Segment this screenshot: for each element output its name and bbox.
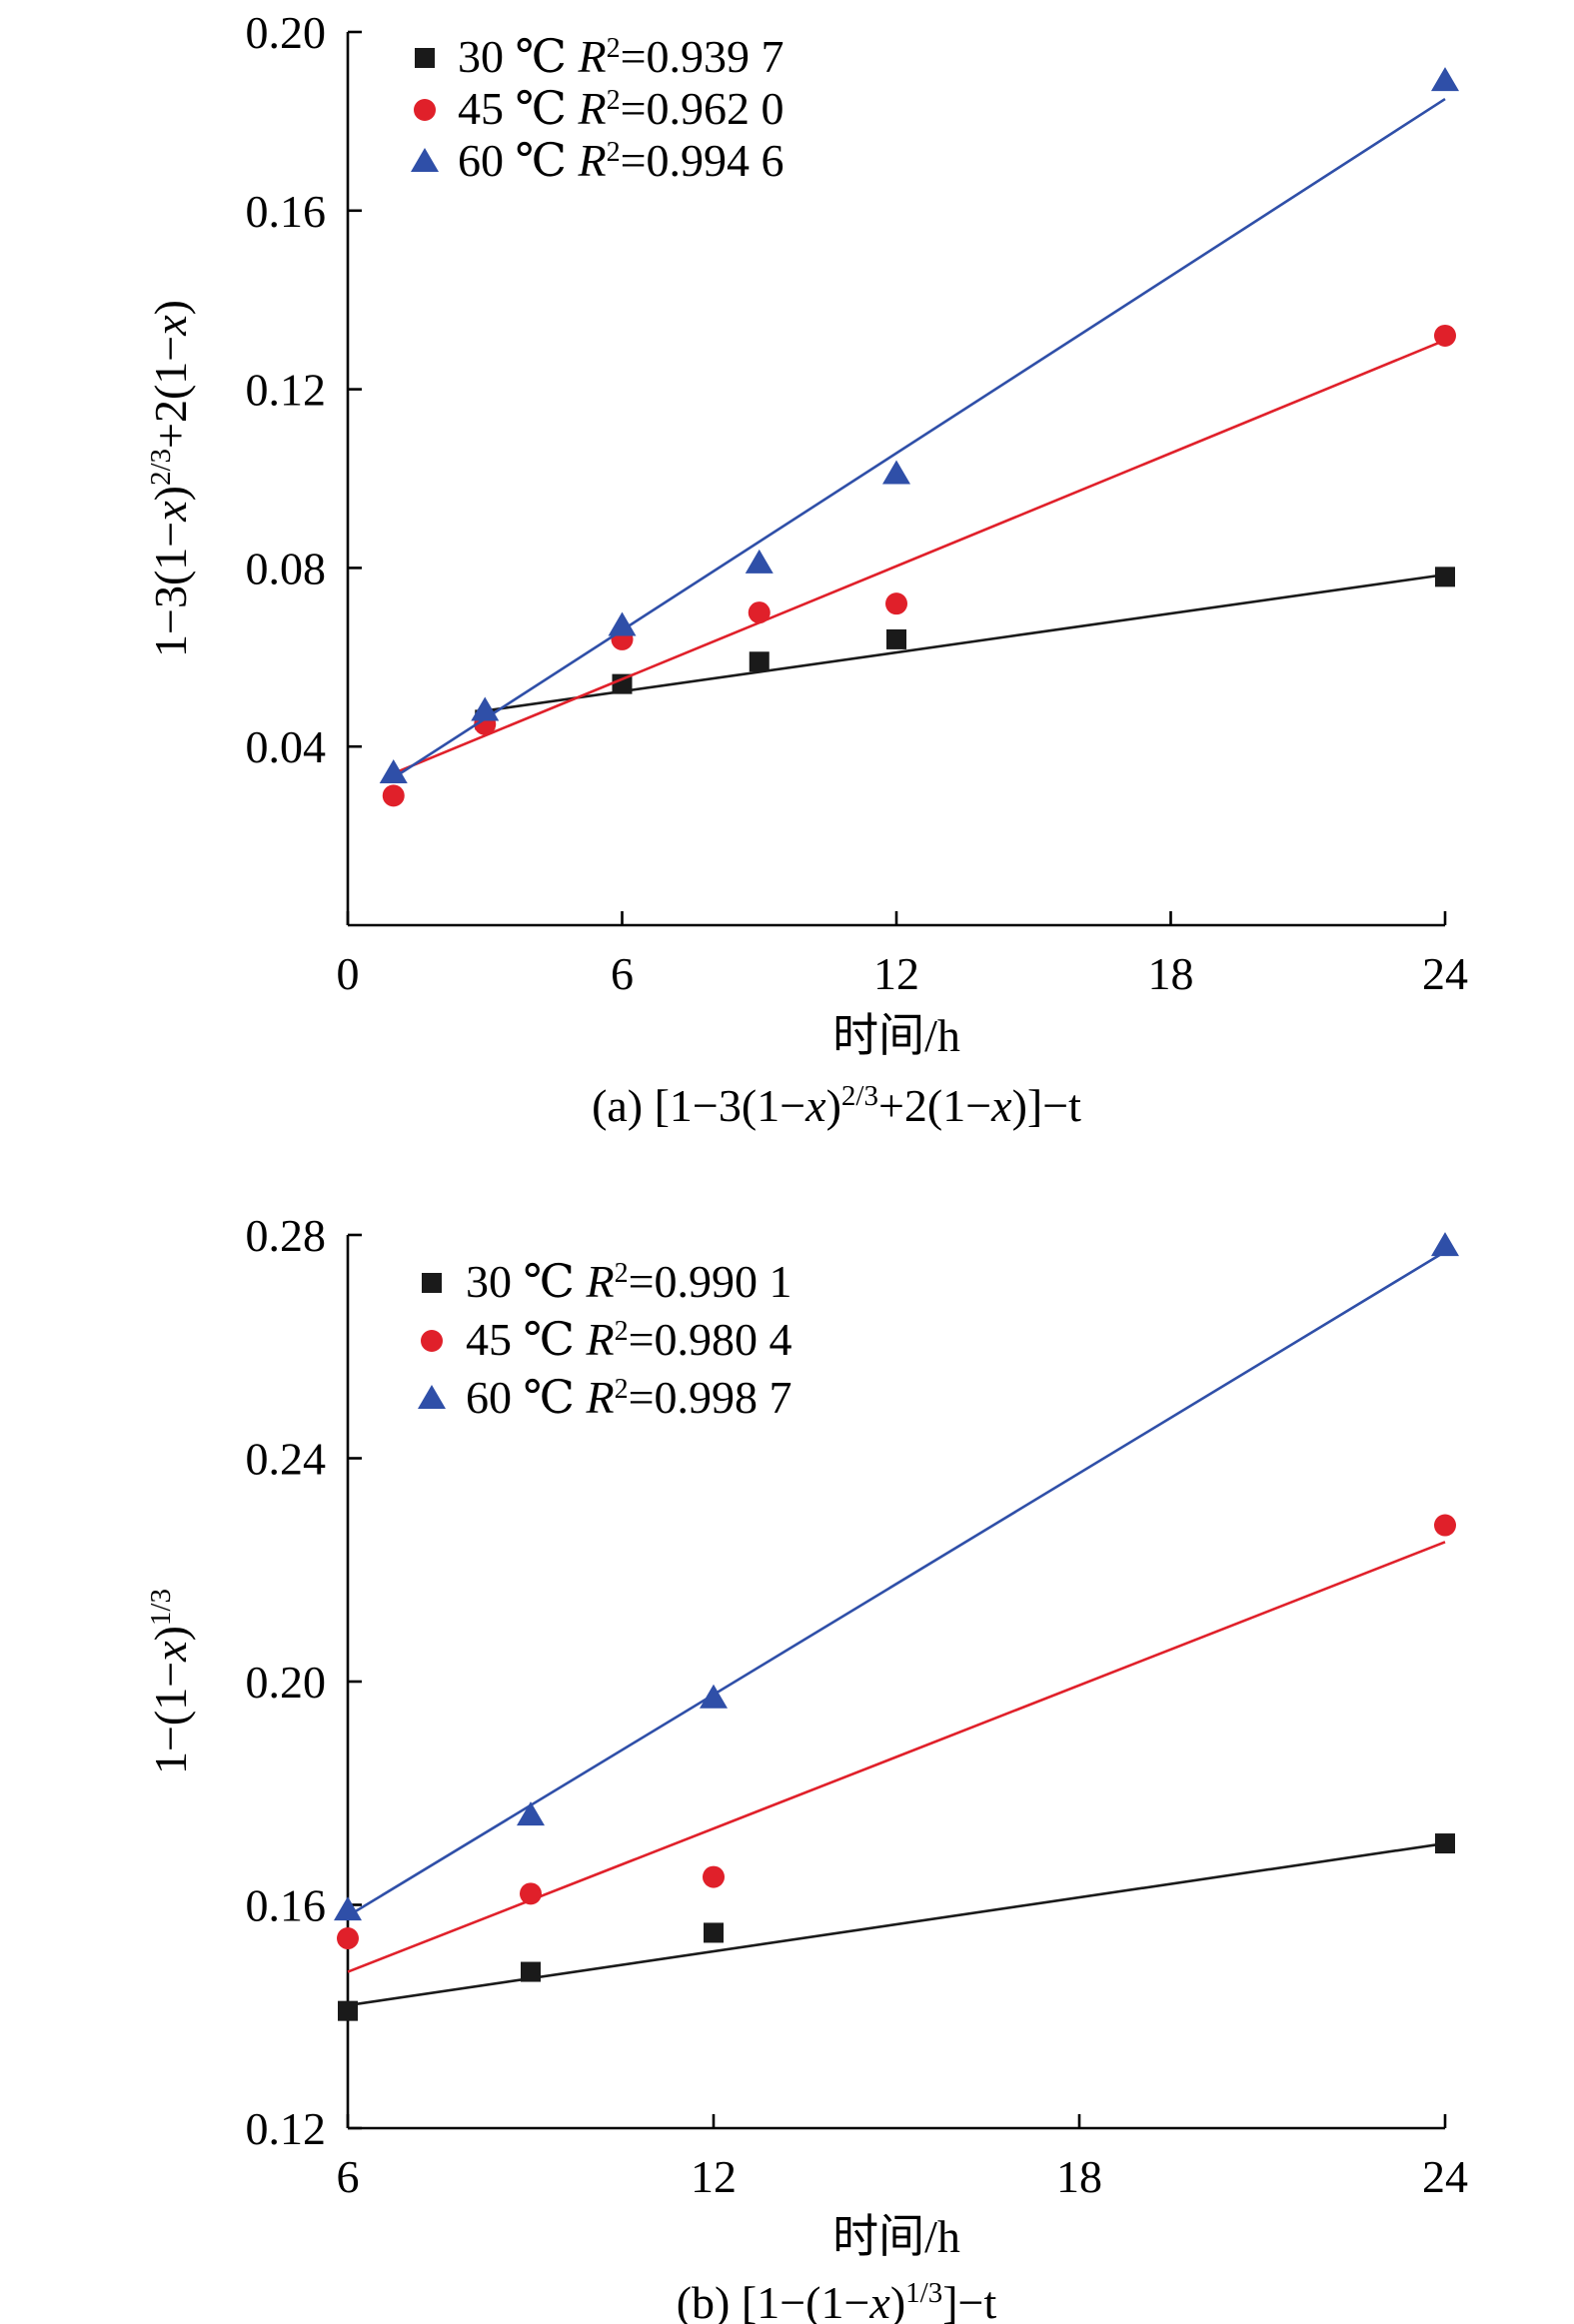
legend-marker-square [415, 48, 435, 68]
series-triangle [334, 1232, 1459, 1921]
data-point-triangle [334, 1896, 362, 1921]
legend: 30 ℃ R2=0.990 1 45 ℃ R2=0.980 4 60 ℃ R2=0.… [418, 1256, 792, 1423]
y-tick-label: 0.08 [246, 543, 327, 593]
data-point-square [338, 2000, 358, 2021]
data-point-square [521, 1961, 541, 1982]
legend-entry: 45 ℃ R2=0.962 0 [458, 83, 785, 134]
x-tick-label: 18 [1056, 2151, 1102, 2202]
legend-entry: 60 ℃ R2=0.994 6 [458, 135, 785, 186]
data-point-square [704, 1922, 724, 1943]
x-tick-label: 12 [873, 948, 919, 999]
legend-marker-circle [414, 99, 436, 121]
legend-marker-circle [421, 1330, 443, 1352]
x-tick-label: 24 [1422, 948, 1468, 999]
y-tick-label: 0.20 [246, 7, 327, 58]
legend-entry: 45 ℃ R2=0.980 4 [466, 1314, 792, 1365]
legend: 30 ℃ R2=0.939 745 ℃ R2=0.962 060 ℃ R2=0.… [411, 31, 785, 186]
data-point-circle [1434, 1514, 1456, 1537]
data-point-square [1435, 567, 1455, 587]
data-point-circle [337, 1927, 359, 1950]
data-point-circle [520, 1882, 542, 1905]
legend-entry: 30 ℃ R2=0.990 1 [466, 1256, 792, 1307]
data-point-triangle [379, 759, 408, 784]
panel-title: (b) [1−(1−x)1/3]−t [677, 2277, 997, 2324]
data-point-circle [885, 592, 907, 615]
panel-title: (a) [1−3(1−x)2/3+2(1−x)]−t [592, 1080, 1081, 1131]
y-tick-label: 0.12 [246, 2103, 327, 2154]
series-triangle [379, 67, 1459, 784]
x-tick-label: 0 [337, 948, 360, 999]
data-point-triangle [745, 549, 774, 574]
y-tick-label: 0.16 [246, 1880, 327, 1931]
y-tick-label: 0.24 [246, 1434, 327, 1485]
y-tick-label: 0.20 [246, 1657, 327, 1708]
x-tick-label: 24 [1422, 2151, 1468, 2202]
x-tick-label: 12 [691, 2151, 737, 2202]
data-point-square [612, 673, 633, 694]
legend-entry: 60 ℃ R2=0.998 7 [466, 1372, 792, 1423]
chart-panel-b: 6 12 18 24 0.12 0.16 0.20 0.24 0.28 时间/h 1−(1−x)1/… [145, 1210, 1468, 2324]
data-point-circle [703, 1865, 725, 1888]
y-tick-label: 0.12 [246, 365, 327, 416]
data-point-triangle [882, 460, 910, 485]
x-tick-label: 6 [337, 2151, 360, 2202]
data-point-triangle [1431, 1232, 1459, 1257]
chart-panel-a: 0 6 12 18 24 0.04 0.08 0.12 0.16 0.20 时间/h 1−3(1−x)… [145, 7, 1468, 1131]
data-point-triangle [608, 611, 637, 636]
data-point-triangle [700, 1684, 728, 1709]
series-square [338, 1833, 1455, 2021]
legend-marker-triangle [411, 148, 439, 172]
series-circle [382, 324, 1456, 807]
fit-line [347, 1541, 1446, 1973]
y-tick-label: 0.28 [246, 1210, 327, 1261]
data-point-circle [1434, 324, 1456, 347]
legend-entry: 30 ℃ R2=0.939 7 [458, 31, 785, 82]
data-point-circle [748, 601, 771, 624]
data-point-triangle [517, 1801, 545, 1826]
fit-line [485, 573, 1446, 712]
series-circle [337, 1514, 1456, 1973]
data-point-square [749, 651, 770, 672]
x-axis-label: 时间/h [832, 1010, 960, 1061]
x-tick-label: 6 [611, 948, 634, 999]
y-axis-label: 1−(1−x)1/3 [145, 1589, 196, 1774]
legend-marker-triangle [418, 1385, 446, 1409]
y-tick-label: 0.16 [246, 186, 327, 237]
data-point-square [1435, 1833, 1455, 1854]
x-tick-label: 18 [1148, 948, 1194, 999]
y-axis-label: 1−3(1−x)2/3+2(1−x) [145, 300, 196, 657]
legend-marker-square [422, 1273, 442, 1293]
data-point-triangle [471, 696, 500, 721]
fit-line [347, 1841, 1446, 2007]
data-point-circle [382, 784, 405, 807]
fit-line [393, 339, 1446, 775]
x-axis-label: 时间/h [832, 2211, 960, 2262]
fit-line [393, 97, 1446, 779]
y-tick-label: 0.04 [246, 721, 327, 772]
data-point-square [886, 628, 906, 649]
data-point-triangle [1431, 67, 1459, 92]
